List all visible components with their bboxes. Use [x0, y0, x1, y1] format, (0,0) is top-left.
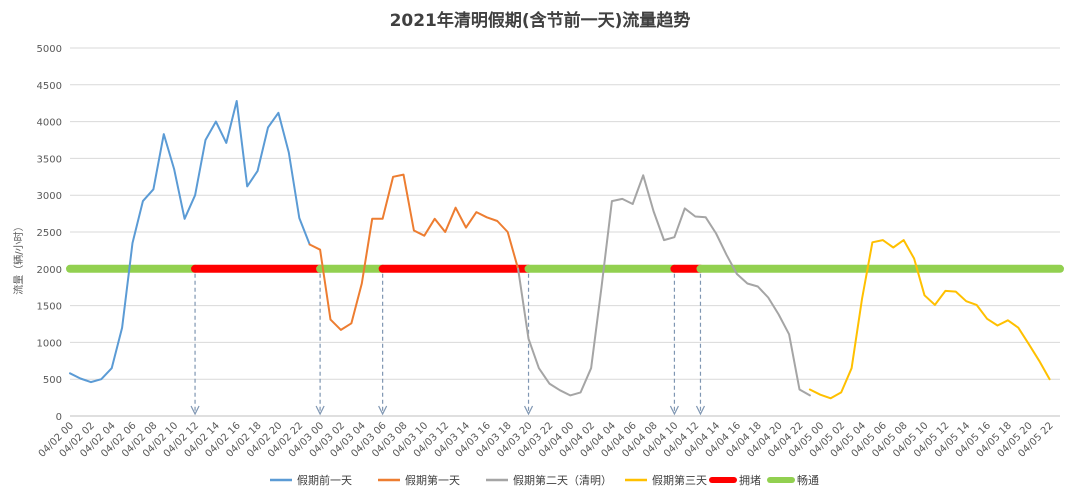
axes: 0 500 1000 1500 2000 2500 3000 3500 4000 4500 5000…	[37, 44, 1060, 460]
series-line	[69, 100, 311, 384]
status-marker-arrow	[523, 405, 534, 416]
legend-label: 畅通	[797, 473, 819, 487]
status-marker-arrow	[378, 405, 388, 416]
status-marker-arrow	[315, 405, 325, 416]
series-lines	[69, 100, 1051, 400]
chart-title: 2021年清明假期(含节前一天)流量趋势	[390, 10, 691, 31]
series-line	[517, 174, 811, 397]
series-line	[308, 173, 520, 331]
gridlines	[70, 47, 1060, 417]
y-tick-label: 2000	[37, 265, 62, 276]
legend-label: 假期第三天	[652, 473, 707, 487]
y-tick-label: 2500	[37, 228, 62, 239]
y-tick-label: 500	[43, 375, 62, 386]
legend-label: 假期前一天	[297, 473, 352, 487]
legend-label: 拥堵	[739, 473, 761, 487]
status-marker-arrow	[669, 405, 679, 416]
y-tick-label: 0	[56, 412, 62, 423]
status-change-markers	[190, 273, 706, 416]
y-tick-label: 1500	[37, 302, 62, 313]
y-tick-label: 4000	[37, 118, 62, 129]
y-tick-label: 4500	[37, 81, 62, 92]
legend-label: 假期第二天（清明）	[513, 473, 612, 487]
status-marker-arrow	[695, 405, 706, 416]
y-tick-label: 1000	[37, 338, 62, 349]
legend: 假期前一天 假期第一天 假期第二天（清明） 假期第三天 拥堵 畅通	[270, 473, 819, 487]
y-tick-label: 5000	[37, 44, 62, 55]
y-tick-label: 3000	[37, 191, 62, 202]
status-marker-arrow	[190, 405, 200, 416]
legend-label: 假期第一天	[405, 473, 460, 487]
series-line	[808, 239, 1051, 400]
y-tick-label: 3500	[37, 154, 62, 165]
y-axis-label: 流量（辆/小时）	[12, 221, 25, 294]
